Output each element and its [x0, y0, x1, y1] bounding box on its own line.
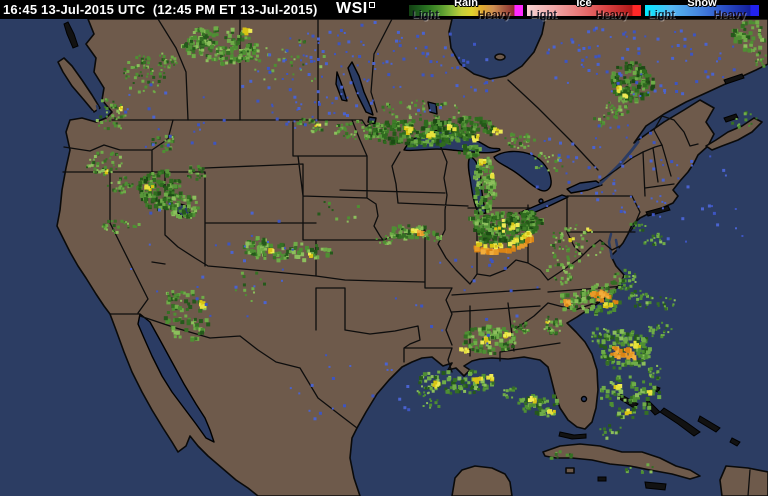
legend: Light Heavy Rain Light Heavy Ice Light Heavy Sno… [408, 0, 760, 21]
mexico-us-border [109, 313, 751, 496]
continent-landmass [56, 19, 768, 496]
anticosti-island [723, 73, 745, 85]
legend-ice-bar: Light Heavy [526, 4, 642, 21]
hispaniola [719, 465, 768, 496]
legend-rain: Light Heavy Rain [408, 0, 524, 21]
legend-snow-heavy-label: Heavy [713, 9, 746, 21]
vancouver-island [57, 57, 101, 113]
legend-ice-heavy-label: Heavy [595, 9, 628, 21]
canada-us-border [111, 115, 699, 182]
legend-snow-title: Snow [687, 0, 717, 9]
legend-ice-title: Ice [576, 0, 592, 9]
lake-ontario [566, 180, 603, 194]
lake-huron [493, 150, 552, 192]
canada-province-borders [157, 19, 599, 171]
timestamp-spacer [145, 2, 153, 17]
legend-snow-light-label: Light [648, 9, 675, 21]
timestamp: 16:45 13-Jul-2015 UTC (12:45 PM ET 13-Ju… [3, 2, 318, 17]
radar-echoes-layer [86, 20, 767, 474]
yucatan-peninsula [451, 465, 513, 496]
wsi-logo-text: WSI [336, 0, 368, 17]
cuba [542, 443, 701, 480]
legend-ice: Light Heavy Ice [526, 0, 642, 21]
akimiski-island [494, 53, 506, 61]
prince-edward-island [723, 113, 739, 123]
legend-rain-bar: Light Heavy [408, 4, 524, 21]
legend-rain-title: Rain [454, 0, 478, 9]
cayman-island [597, 476, 607, 482]
legend-rain-light-label: Light [412, 9, 439, 21]
legend-snow: Light Heavy Snow [644, 0, 760, 21]
map-canvas [0, 19, 768, 496]
chesapeake-bay [607, 232, 621, 260]
haida-gwaii-island [63, 21, 79, 49]
lake-winnipeg [347, 61, 374, 116]
lake-nipigon [427, 101, 438, 115]
timestamp-et: (12:45 PM ET 13-Jul-2015) [152, 2, 318, 17]
lake-st-clair [538, 198, 544, 204]
legend-rain-heavy-label: Heavy [477, 9, 510, 21]
isle-of-youth [565, 467, 575, 474]
timestamp-utc: 16:45 13-Jul-2015 UTC [3, 2, 146, 17]
florida-keys [558, 431, 587, 440]
header-bar: 16:45 13-Jul-2015 UTC (12:45 PM ET 13-Ju… [0, 0, 768, 21]
legend-snow-bar: Light Heavy [644, 4, 760, 21]
square-mark-icon [368, 2, 375, 8]
legend-ice-light-label: Light [530, 9, 557, 21]
nova-scotia [705, 117, 763, 151]
lake-okeechobee [580, 395, 588, 403]
wsi-logo: WSI [336, 0, 375, 18]
jamaica-island [644, 481, 667, 491]
gulf-of-california [137, 313, 215, 443]
